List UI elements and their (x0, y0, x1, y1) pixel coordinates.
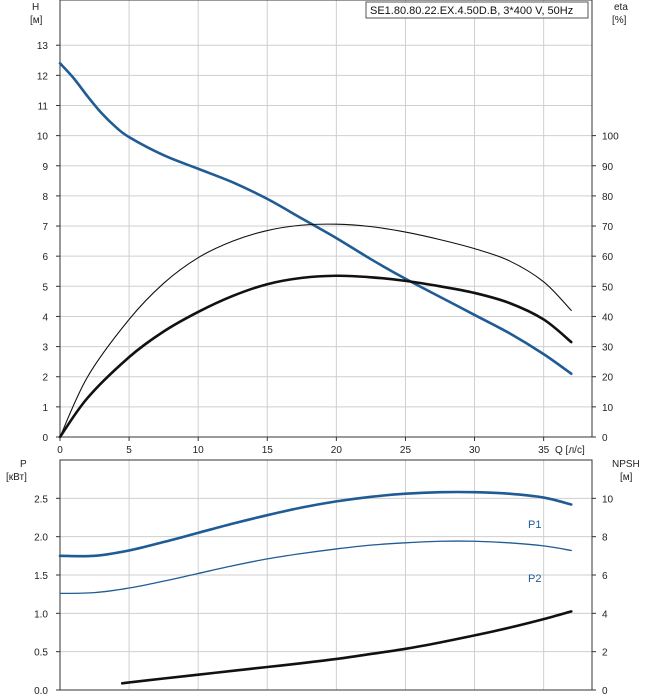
chart-title: SE1.80.80.22.EX.4.50D.B, 3*400 V, 50Hz (370, 5, 573, 17)
bottom-y-right-tick-label: 6 (602, 571, 608, 582)
bottom-y-left-tick-label: 0.5 (34, 648, 48, 659)
y-left-label-top-line2: [м] (30, 15, 43, 26)
top-chart-grid (59, 0, 592, 438)
top-x-tick-label: 35 (538, 445, 550, 456)
x-axis-label: Q [л/с] (555, 445, 585, 456)
bottom-y-left-tick-label: 2.0 (34, 533, 48, 544)
top-y-right-tick-label: 50 (602, 282, 614, 293)
y-right-label-top-line1: eta (614, 2, 628, 13)
top-y-right-tick-label: 60 (602, 252, 614, 263)
y-right-label-bottom-line1: NPSH (612, 459, 640, 470)
top-y-left-tick-label: 3 (42, 343, 48, 354)
top-chart-frame (59, 0, 593, 438)
bottom-y-left-tick-label: 2.5 (34, 494, 48, 505)
y-right-label-bottom-line2: [м] (620, 472, 633, 483)
bottom-y-right-tick-label: 10 (602, 494, 614, 505)
top-y-left-tick-label: 2 (42, 373, 48, 384)
bottom-y-left-tick-label: 0.0 (34, 686, 48, 697)
bottom-chart-tick-labels: 0.0 0.5 1.0 1.5 2.0 2.5 0 2 4 6 8 10 (34, 494, 613, 697)
y-left-label-bottom-line1: P (20, 459, 27, 470)
series-label-p1: P1 (528, 519, 541, 531)
top-y-left-tick-label: 1 (42, 403, 48, 414)
y-right-label-top-line2: [%] (612, 15, 627, 26)
top-x-tick-label: 15 (262, 445, 274, 456)
bottom-y-right-tick-label: 8 (602, 533, 608, 544)
top-y-right-tick-label: 30 (602, 343, 614, 354)
series-label-p2: P2 (528, 573, 541, 585)
top-y-left-tick-label: 11 (38, 101, 49, 112)
bottom-series-line-curve-3 (120, 610, 573, 685)
top-series-line-curve-2 (59, 223, 572, 438)
top-y-right-tick-label: 90 (602, 162, 614, 173)
top-y-left-tick-label: 10 (37, 132, 49, 143)
top-chart-series (58, 61, 573, 439)
top-y-left-tick-label: 9 (42, 162, 48, 173)
chart-title-box (365, 1, 589, 19)
top-y-right-tick-label: 0 (602, 433, 608, 444)
top-y-right-tick-label: 40 (602, 312, 614, 323)
bottom-y-right-tick-label: 2 (602, 648, 608, 659)
top-y-right-tick-label: 100 (602, 132, 619, 143)
top-x-tick-label: 30 (469, 445, 481, 456)
bottom-series-line-p2 (59, 540, 572, 595)
bottom-chart-series (58, 490, 573, 685)
top-y-left-tick-label: 4 (42, 312, 48, 323)
top-y-right-tick-label: 20 (602, 373, 614, 384)
y-left-label-bottom-line2: [кВт] (6, 472, 27, 483)
top-x-tick-label: 20 (331, 445, 343, 456)
top-y-left-tick-label: 5 (42, 282, 48, 293)
top-y-left-tick-label: 6 (42, 252, 48, 263)
bottom-y-left-tick-label: 1.0 (34, 609, 48, 620)
top-y-left-tick-label: 0 (42, 433, 48, 444)
top-chart-tick-labels: 0123456789101112130102030405060708090100… (37, 41, 619, 456)
top-x-tick-label: 0 (57, 445, 63, 456)
bottom-y-right-tick-label: 0 (602, 686, 608, 697)
bottom-chart-grid (59, 460, 592, 691)
y-left-label-top-line1: H (32, 2, 39, 13)
bottom-series-line-p1 (58, 490, 573, 558)
top-x-tick-label: 10 (193, 445, 205, 456)
top-y-left-tick-label: 7 (42, 222, 48, 233)
bottom-y-left-tick-label: 1.5 (34, 571, 48, 582)
top-y-left-tick-label: 13 (37, 41, 49, 52)
bottom-y-right-tick-label: 4 (602, 609, 608, 620)
top-series-line-curve-1 (58, 61, 573, 376)
top-x-tick-label: 25 (400, 445, 412, 456)
top-x-tick-label: 5 (126, 445, 132, 456)
top-y-right-tick-label: 10 (602, 403, 614, 414)
top-y-right-tick-label: 80 (602, 192, 614, 203)
top-y-left-tick-label: 12 (37, 71, 49, 82)
top-series-line-curve-3 (58, 274, 573, 439)
top-y-left-tick-label: 8 (42, 192, 48, 203)
top-y-right-tick-label: 70 (602, 222, 614, 233)
